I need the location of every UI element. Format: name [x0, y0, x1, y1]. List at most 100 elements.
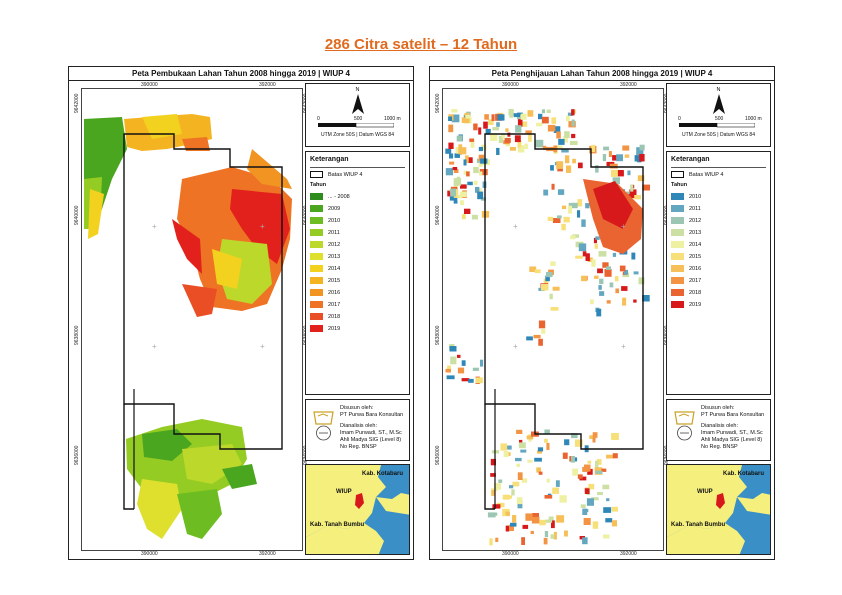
legend-item-label: 2013 — [689, 230, 702, 236]
greening-patch — [606, 300, 611, 304]
greening-patch — [595, 165, 599, 173]
greening-patch — [557, 167, 563, 172]
legend-title: Keterangan — [310, 156, 349, 163]
inset-map: Kab. Kotabaru WIUP Kab. Tanah Bumbu — [305, 464, 410, 555]
coord-y-top: 9642000 — [435, 93, 441, 113]
clearing-zone-red-west — [172, 219, 202, 274]
greening-patch — [452, 167, 458, 171]
scale-label-500: 500 — [354, 116, 363, 122]
greening-patch — [546, 109, 551, 114]
greening-patch — [541, 109, 545, 114]
greening-patch — [631, 252, 636, 260]
greening-patch — [582, 251, 587, 257]
greening-patch — [446, 375, 455, 380]
map-frame[interactable]: + + + + — [442, 88, 664, 551]
greening-patch — [502, 494, 510, 500]
greening-patch — [609, 163, 618, 169]
credit-line-6: No Reg. BNSP — [340, 444, 377, 450]
greening-patch — [463, 170, 468, 175]
legend-item-label: 2017 — [328, 302, 341, 308]
greening-patch — [578, 243, 587, 252]
greening-patch — [454, 153, 460, 158]
clearing-zone-green-southeast — [177, 489, 222, 539]
grid-cross: + — [513, 342, 518, 351]
legend-swatch — [310, 205, 323, 212]
grid-cross: + — [260, 342, 265, 351]
legend-item-label: ... - 2008 — [328, 194, 350, 200]
company-logo — [313, 411, 334, 441]
scale-label-0: 0 — [678, 116, 681, 122]
greening-patch — [584, 464, 591, 472]
greening-patch — [575, 255, 583, 259]
clearing-map: + + + + — [84, 114, 292, 539]
coord-y-low: 9638000 — [435, 325, 441, 345]
greening-patch — [520, 113, 527, 120]
greening-patch — [578, 162, 583, 169]
greening-patch — [479, 171, 483, 176]
greening-patch — [512, 515, 517, 523]
legend-item-label: 2019 — [689, 302, 702, 308]
inset-map-drawing — [306, 465, 409, 554]
greening-patch — [639, 154, 645, 162]
legend-item: 2019 — [671, 301, 701, 309]
legend-swatch — [671, 289, 684, 296]
greening-patch — [621, 286, 628, 291]
greening-patch — [540, 284, 549, 291]
greening-patch — [591, 497, 599, 501]
greening-patch — [610, 169, 618, 177]
greening-patch — [538, 113, 543, 120]
greening-patch — [460, 200, 464, 205]
inset-wiup-marker — [355, 493, 364, 509]
greening-patch — [605, 266, 611, 270]
greening-patch — [552, 286, 560, 291]
greening-patch — [453, 182, 458, 189]
greening-patch — [599, 291, 605, 296]
grid-cross: + — [513, 222, 518, 231]
credit-line-4: Imam Purwadi, ST., M.Sc — [701, 430, 763, 436]
greening-patch — [471, 214, 478, 220]
greening-patch — [480, 158, 488, 164]
greening-patch — [563, 135, 568, 143]
greening-patch — [524, 143, 528, 150]
greening-patch — [592, 432, 598, 438]
greening-patch — [565, 155, 570, 164]
north-letter: N — [716, 87, 721, 93]
legend-item: 2014 — [310, 265, 340, 273]
greening-patch — [624, 154, 630, 158]
greening-patch — [457, 367, 465, 374]
greening-patch — [456, 135, 463, 142]
coord-bottom-x2: 392000 — [620, 551, 637, 557]
greening-patch — [526, 336, 533, 341]
greening-patch — [637, 175, 645, 182]
greening-patch — [478, 127, 482, 135]
greening-patch — [558, 138, 565, 145]
legend-boundary-label: Batas WIUP 4 — [689, 172, 724, 178]
greening-patch — [541, 329, 546, 334]
credit-box: Disusun oleh: PT Purwa Bara Konsultan Di… — [305, 399, 410, 461]
greening-patch — [448, 124, 454, 133]
greening-patch — [451, 114, 460, 123]
grid-cross: + — [621, 342, 626, 351]
legend-swatch — [310, 229, 323, 236]
greening-patch — [546, 443, 550, 450]
credit-line-1: Disusun oleh: — [340, 405, 374, 411]
coord-bottom-x2: 392000 — [259, 551, 276, 557]
greening-patch — [609, 282, 614, 288]
coord-top-x1: 390000 — [502, 82, 519, 88]
greening-patch — [485, 128, 491, 135]
greening-patch — [593, 237, 597, 244]
greening-patch — [472, 367, 479, 371]
greening-patch — [550, 165, 554, 171]
greening-patch — [464, 208, 471, 214]
greening-patch — [478, 154, 485, 162]
greening-patch — [455, 194, 463, 199]
greening-patch — [516, 497, 523, 505]
greening-patch — [525, 513, 533, 521]
greening-patch — [483, 121, 488, 129]
legend-item: 2016 — [671, 265, 701, 273]
greening-patch — [520, 121, 528, 127]
map-frame[interactable]: + + + + — [81, 88, 303, 551]
greening-patch — [490, 473, 496, 477]
greening-patch — [478, 188, 482, 194]
greening-patch — [509, 485, 514, 489]
